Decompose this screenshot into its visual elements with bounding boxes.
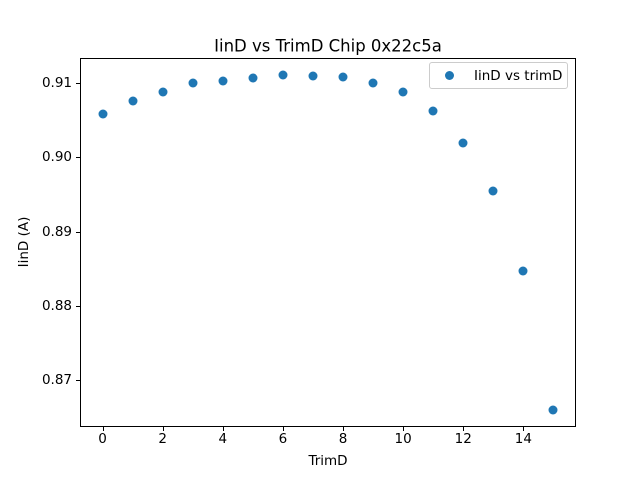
data-point [488, 186, 498, 196]
data-point [98, 109, 108, 119]
y-tick-mark [76, 157, 80, 159]
chart-title: IinD vs TrimD Chip 0x22c5a [214, 36, 442, 56]
x-tick-label: 2 [158, 431, 167, 447]
x-tick-label: 14 [514, 431, 532, 447]
y-tick-mark [76, 83, 80, 85]
data-point [368, 78, 378, 87]
x-tick-label: 8 [338, 431, 348, 447]
x-tick-mark [343, 427, 345, 431]
data-point [278, 70, 288, 80]
data-point [518, 266, 528, 276]
data-point [128, 96, 138, 106]
data-point [548, 405, 558, 415]
y-tick-mark [76, 231, 80, 233]
data-point [308, 71, 318, 81]
y-tick-label: 0.88 [41, 297, 72, 314]
x-tick-mark [102, 427, 104, 431]
x-tick-label: 0 [98, 431, 107, 447]
data-point [338, 72, 348, 82]
y-tick-label: 0.91 [41, 75, 72, 92]
data-point [218, 76, 228, 86]
x-tick-label: 6 [278, 431, 288, 447]
x-tick-label: 10 [394, 431, 412, 447]
y-tick-mark [76, 305, 80, 307]
x-tick-mark [403, 427, 405, 431]
data-point [458, 138, 468, 148]
x-tick-mark [222, 427, 224, 431]
x-tick-label: 4 [218, 431, 228, 447]
x-tick-mark [282, 427, 284, 431]
x-tick-label: 12 [454, 431, 472, 447]
data-point [398, 87, 408, 97]
data-point [248, 73, 258, 83]
y-tick-mark [76, 380, 80, 382]
x-tick-mark [162, 427, 164, 431]
x-axis-label: TrimD [308, 453, 348, 469]
x-tick-mark [523, 427, 525, 431]
y-tick-label: 0.90 [41, 149, 72, 166]
y-tick-label: 0.89 [41, 223, 72, 240]
data-point [158, 87, 168, 97]
plot-area [80, 58, 576, 427]
x-tick-mark [463, 427, 465, 431]
data-point [188, 78, 198, 88]
legend-label: IinD vs trimD [474, 67, 563, 84]
data-point [428, 106, 438, 116]
y-tick-label: 0.87 [41, 372, 72, 389]
legend-marker-icon [445, 71, 454, 80]
legend: IinD vs trimD [429, 62, 568, 89]
